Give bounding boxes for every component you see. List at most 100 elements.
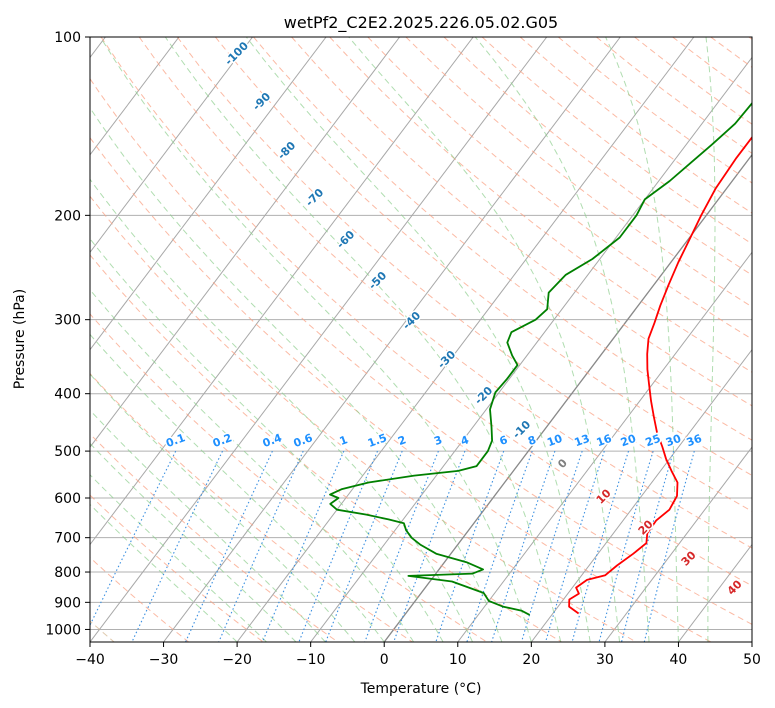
- dry-adiabat-line: [90, 313, 488, 642]
- x-tick-label: 50: [743, 652, 761, 668]
- mixing-ratio-label: 8: [526, 433, 538, 448]
- dry-adiabat-label: -90: [250, 90, 273, 113]
- dry-adiabat-label: -80: [275, 139, 298, 162]
- grid-layer: [90, 37, 752, 642]
- dry-adiabat-line: [138, 37, 752, 549]
- mixing-ratio-line: [261, 450, 345, 642]
- mixing-ratio-label: 13: [573, 432, 592, 449]
- moist-adiabat-line: [90, 442, 297, 642]
- dry-adiabat-line: [443, 37, 752, 276]
- y-tick-label: 800: [54, 565, 81, 581]
- isotherm-gridline: [163, 37, 621, 642]
- plot-frame: [89, 36, 753, 643]
- y-tick-label: 700: [54, 531, 81, 547]
- mixing-ratio-label: 0.1: [164, 431, 187, 450]
- mixing-ratio-line: [545, 450, 605, 642]
- mixing-ratio-line: [435, 450, 505, 642]
- mixing-ratio-label: 20: [619, 432, 638, 450]
- x-tick-label: 20: [522, 652, 540, 668]
- isotherm-gridline: [90, 37, 253, 254]
- isotherm-gridline: [383, 154, 752, 642]
- y-tick-label: 500: [54, 444, 81, 460]
- mixing-ratio-line: [218, 450, 304, 642]
- moist-adiabat-line: [90, 373, 356, 642]
- mixing-ratio-line: [131, 450, 223, 642]
- dry-adiabat-line: [291, 37, 752, 407]
- mixing-ratio-line: [491, 450, 556, 642]
- isotherm-gridline: [236, 37, 695, 642]
- dry-adiabat-line: [90, 254, 563, 642]
- moist-adiabat-line: [90, 178, 473, 642]
- y-tick-label: 1000: [45, 622, 81, 638]
- chart-title: wetPf2_C2E2.2025.226.05.02.G05: [284, 13, 558, 33]
- dry-adiabat-label: 30: [679, 548, 699, 568]
- mixing-ratio-line: [520, 450, 583, 642]
- isotherm-gridline: [678, 543, 752, 642]
- y-axis-label: Pressure (hPa): [12, 289, 28, 389]
- dry-adiabat-line: [329, 37, 752, 373]
- mixing-ratio-label: 2: [396, 433, 408, 448]
- mixing-ratio-label: 0.6: [292, 431, 315, 450]
- dry-adiabat-line: [710, 37, 752, 68]
- dry-adiabat-line: [253, 37, 752, 441]
- isopleth-labels: -100-90-80-70-60-50-40-30-20-10010203040…: [163, 38, 747, 600]
- dry-adiabat-label: -30: [435, 348, 458, 371]
- isotherm-gridline: [90, 37, 401, 448]
- dry-adiabat-line: [748, 37, 752, 40]
- x-tick-label: −40: [75, 652, 105, 668]
- mixing-ratio-line: [643, 450, 695, 642]
- moist-adiabat-line: [90, 288, 415, 642]
- mixing-ratio-label: 6: [498, 433, 510, 448]
- dry-adiabat-line: [90, 372, 414, 642]
- plot-area: -100-90-80-70-60-50-40-30-20-10010203040…: [90, 37, 752, 642]
- x-tick-label: 10: [449, 652, 467, 668]
- freezing-isotherm: [383, 153, 752, 642]
- moist-adiabat-line: [90, 107, 503, 642]
- isotherm-gridline: [457, 251, 752, 642]
- x-tick-label: −20: [222, 652, 252, 668]
- dry-adiabat-line: [634, 37, 752, 125]
- mixing-ratio-label: 30: [664, 432, 683, 450]
- moist-adiabat-line: [605, 37, 679, 642]
- x-tick-label: −30: [149, 652, 179, 668]
- mixing-ratio-line: [184, 450, 273, 642]
- isotherm-gridline: [90, 37, 327, 351]
- moist-adiabat-line: [348, 37, 621, 642]
- dry-adiabat-label: -40: [400, 309, 423, 332]
- dry-adiabat-line: [557, 37, 752, 184]
- dry-adiabat-line: [367, 37, 752, 340]
- isotherm-gridline: [751, 641, 752, 642]
- mixing-ratio-label: 16: [595, 432, 614, 450]
- moist-adiabats: [90, 37, 716, 642]
- y-tick-label: 400: [54, 387, 81, 403]
- moist-adiabat-line: [90, 409, 326, 642]
- mixing-ratio-line: [90, 450, 177, 627]
- isotherm-gridline: [90, 37, 548, 642]
- x-axis-label: Temperature (°C): [360, 681, 482, 697]
- mixing-ratio-label: 3: [432, 433, 444, 448]
- mixing-ratio-line: [598, 450, 654, 642]
- moist-adiabat-line: [705, 37, 716, 642]
- moist-adiabat-line: [90, 474, 267, 642]
- y-axis-ticks: 100 200 300 400 500 600 700 800 900 1000: [45, 30, 90, 638]
- dry-adiabat-line: [176, 37, 752, 512]
- dry-adiabats: [90, 37, 752, 642]
- mixing-ratio-lines: [90, 450, 695, 642]
- moist-adiabat-line: [474, 37, 650, 642]
- mixing-ratio-line: [466, 450, 533, 642]
- dry-adiabat-line: [90, 195, 638, 642]
- mixing-ratio-line: [393, 450, 466, 642]
- dry-adiabat-label: 10: [594, 486, 614, 506]
- dry-adiabat-line: [90, 494, 265, 642]
- y-tick-label: 200: [54, 208, 81, 224]
- y-tick-label: 300: [54, 313, 81, 329]
- dry-adiabat-line: [90, 433, 339, 642]
- x-tick-label: 30: [596, 652, 614, 668]
- x-tick-label: −10: [296, 652, 326, 668]
- isotherm-gridline: [90, 37, 180, 156]
- mixing-ratio-line: [298, 450, 379, 642]
- mixing-ratio-label: 1: [338, 433, 350, 448]
- moist-adiabat-line: [99, 37, 532, 642]
- x-tick-label: 0: [380, 652, 389, 668]
